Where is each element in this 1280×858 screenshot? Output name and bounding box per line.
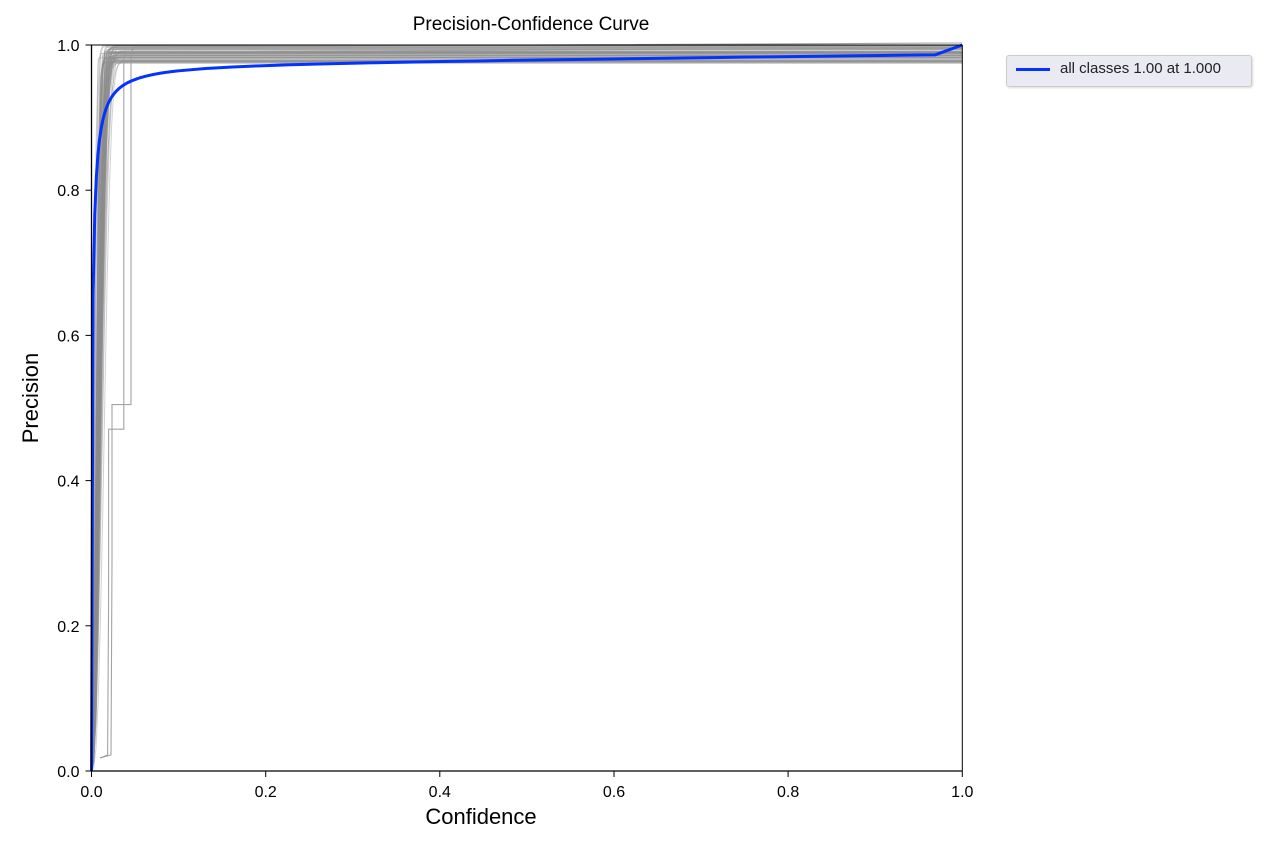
svg-text:0.8: 0.8: [57, 183, 79, 200]
svg-text:0.2: 0.2: [255, 784, 277, 801]
svg-text:1.0: 1.0: [57, 38, 79, 55]
svg-text:1.0: 1.0: [951, 784, 973, 801]
svg-text:0.2: 0.2: [57, 619, 79, 636]
svg-text:0.6: 0.6: [57, 328, 79, 345]
svg-text:0.6: 0.6: [603, 784, 625, 801]
svg-text:0.8: 0.8: [777, 784, 799, 801]
svg-text:0.0: 0.0: [57, 764, 79, 781]
svg-text:0.4: 0.4: [429, 784, 451, 801]
svg-text:0.4: 0.4: [57, 474, 79, 491]
svg-text:0.0: 0.0: [80, 784, 102, 801]
